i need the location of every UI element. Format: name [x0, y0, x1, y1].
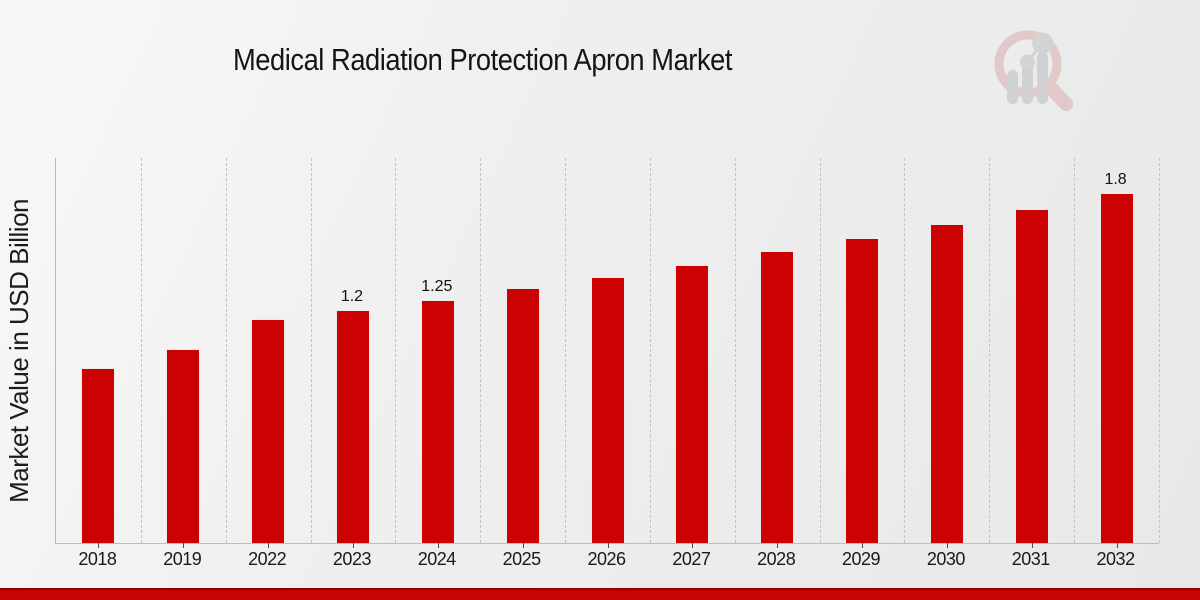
x-tick-label: 2030 — [926, 549, 966, 569]
logo-bar-tall-icon — [1037, 52, 1048, 104]
x-tick-label: 2025 — [502, 549, 542, 569]
gridline — [480, 158, 482, 543]
x-tick-label: 2024 — [417, 549, 457, 569]
logo-bar-medium-icon — [1022, 60, 1033, 104]
bar-2032 — [1099, 193, 1134, 543]
x-tick-label: 2027 — [672, 549, 711, 569]
x-axis-tick — [862, 543, 864, 548]
x-axis-tick — [1116, 543, 1118, 548]
gridline — [395, 158, 397, 543]
gridline — [140, 158, 142, 543]
x-axis-tick — [352, 543, 354, 548]
bar-2026 — [590, 277, 625, 543]
gridline — [225, 158, 227, 543]
gridline — [1074, 158, 1076, 543]
bar-2028 — [760, 251, 795, 543]
x-axis-tick — [437, 543, 439, 548]
gridline — [734, 158, 736, 543]
y-axis-label: Market Value in USD Billion — [3, 198, 34, 503]
magnifier-handle-icon — [1043, 80, 1073, 111]
bar-2027 — [675, 265, 710, 543]
x-tick-label: 2026 — [587, 549, 626, 569]
logo-trend-dot-small-icon — [1020, 54, 1035, 70]
bar-2030 — [929, 224, 964, 543]
x-tick-label: 2019 — [163, 549, 202, 569]
x-axis-tick — [777, 543, 779, 548]
bar-2029 — [845, 238, 880, 543]
bar-2023 — [335, 310, 370, 543]
gridline — [904, 158, 906, 543]
bar-2022 — [251, 319, 286, 543]
gridline — [819, 158, 821, 543]
x-tick-label: 2028 — [757, 549, 796, 569]
y-axis-label-container: Market Value in USD Billion — [4, 158, 34, 543]
x-axis-tick — [183, 543, 185, 548]
x-axis-tick — [522, 543, 524, 548]
x-axis-tick — [946, 543, 948, 548]
gridline — [565, 158, 567, 543]
bar-2025 — [505, 288, 540, 543]
gridline — [649, 158, 651, 543]
x-axis-tick — [607, 543, 609, 548]
gridline — [1159, 158, 1160, 543]
chart-title: Medical Radiation Protection Apron Marke… — [233, 42, 733, 77]
bar-2019 — [166, 349, 201, 543]
x-tick-label: 2023 — [332, 549, 372, 569]
x-axis-tick — [1031, 543, 1033, 548]
x-tick-label: 2029 — [842, 549, 881, 569]
bar-2018 — [81, 368, 116, 543]
bar-2031 — [1014, 209, 1049, 543]
x-tick-label: 2022 — [248, 549, 287, 569]
x-axis-tick — [268, 543, 270, 548]
bar-value-label: 1.8 — [1104, 171, 1127, 188]
x-tick-label: 2032 — [1096, 549, 1136, 569]
gridline — [310, 158, 312, 543]
gridline — [989, 158, 991, 543]
x-tick-label: 2031 — [1011, 549, 1051, 569]
x-axis-tick — [98, 543, 100, 548]
plot-area — [55, 158, 1160, 548]
x-axis-tick — [692, 543, 694, 548]
footer-accent-band — [0, 588, 1200, 600]
logo-bar-short-icon — [1007, 70, 1018, 104]
x-tick-label: 2018 — [78, 549, 117, 569]
bar-2024 — [420, 300, 455, 543]
bar-value-label: 1.25 — [421, 278, 453, 295]
magnifier-bar-chart-logo-icon — [994, 30, 1073, 111]
bar-value-label: 1.2 — [340, 288, 364, 305]
logo-trend-dot-large-icon — [1032, 32, 1053, 54]
